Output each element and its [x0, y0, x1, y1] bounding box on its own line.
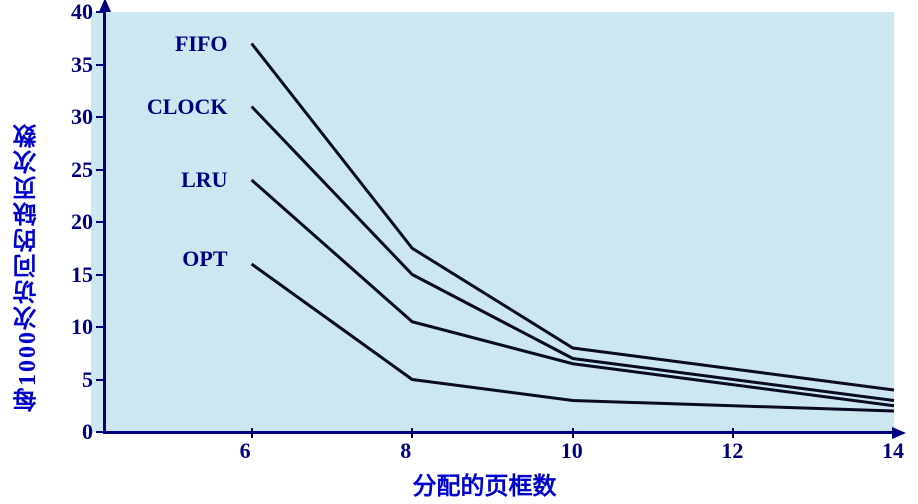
series-line-lru: [252, 180, 894, 406]
chart-container: 每1000次访问的缺页次数 分配的页框数 0510152025303540 68…: [0, 0, 918, 504]
series-line-fifo: [252, 44, 894, 391]
series-line-clock: [252, 107, 894, 401]
data-lines: [0, 0, 918, 504]
